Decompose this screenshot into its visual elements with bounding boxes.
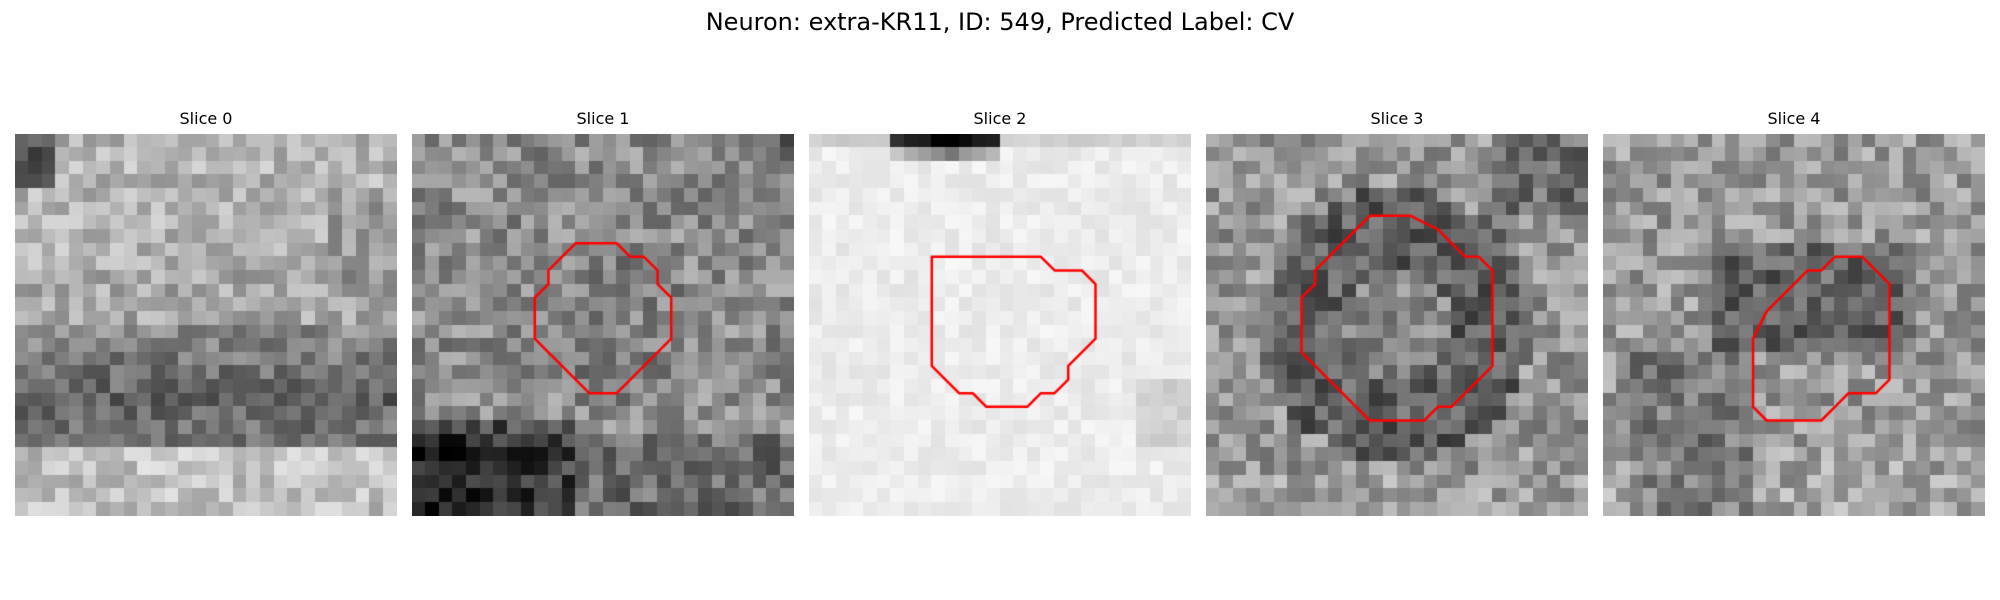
slice-title-2: Slice 2: [973, 109, 1027, 128]
slice-title-0: Slice 0: [179, 109, 233, 128]
slice-image-0: [15, 134, 397, 516]
slice-image-1: [412, 134, 794, 516]
slice-title-4: Slice 4: [1767, 109, 1821, 128]
slice-image-3: [1206, 134, 1588, 516]
slice-image-2: [809, 134, 1191, 516]
slice-title-1: Slice 1: [576, 109, 630, 128]
slice-title-3: Slice 3: [1370, 109, 1424, 128]
slice-image-4: [1603, 134, 1985, 516]
figure-title: Neuron: extra-KR11, ID: 549, Predicted L…: [705, 8, 1295, 36]
